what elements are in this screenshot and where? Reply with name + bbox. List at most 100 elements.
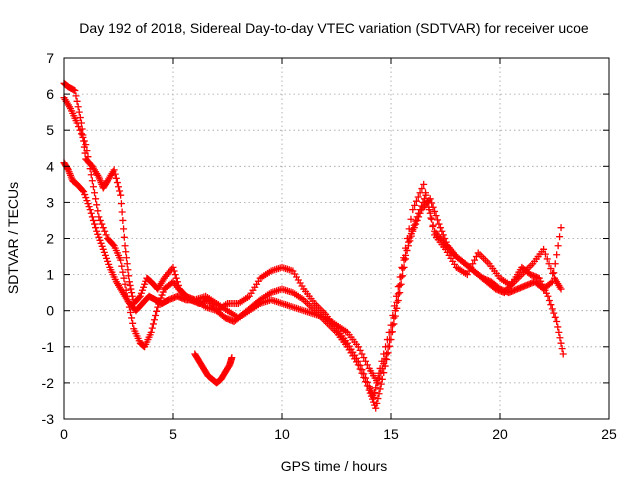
data-point [76,126,84,134]
data-point [87,171,95,179]
data-point [400,256,408,264]
data-point [363,361,371,369]
data-point [170,267,178,275]
data-point [138,286,146,294]
data-point [136,292,144,300]
data-point [95,233,103,241]
data-point [122,254,130,262]
data-point [81,191,89,199]
data-point [121,242,129,250]
data-point [77,130,85,138]
data-point [432,212,440,220]
grid-lines [64,58,609,419]
y-tick-label: 5 [46,122,54,138]
data-point [84,200,92,208]
data-point [171,271,179,279]
data-point [115,183,122,191]
data-point [439,231,447,239]
y-tick-label: 2 [46,231,54,247]
series-trace-c [60,159,565,387]
data-point [551,260,559,268]
data-point [553,251,561,259]
data-point [75,108,83,116]
data-point [551,313,559,321]
data-point [418,185,426,193]
x-tick-label: 25 [601,426,617,442]
data-point [91,189,99,197]
data-point [88,213,96,221]
data-point [85,159,93,167]
y-tick-label: 4 [46,158,54,174]
data-point [429,221,437,229]
data-point [553,318,561,326]
data-point [429,203,437,211]
data-point [400,263,408,271]
data-point [101,251,109,259]
y-axis-label: SDTVAR / TECUs [5,182,21,294]
data-point [547,265,555,273]
data-point [404,242,412,250]
data-point [434,216,442,224]
data-point [554,323,562,331]
data-point [110,166,118,174]
data-point [463,271,471,279]
data-point [152,312,160,320]
data-point [372,404,380,412]
data-point [75,123,83,131]
data-point [543,255,551,263]
data-point [372,384,380,392]
data-points [60,79,567,412]
data-point [557,285,565,293]
data-point [358,369,366,377]
data-point [92,224,100,232]
data-point [125,272,133,280]
data-point [554,242,562,250]
data-point [556,334,564,342]
data-point [442,238,450,246]
data-point [431,207,439,215]
data-point [547,301,555,309]
data-point [120,274,128,282]
data-point [366,389,374,397]
data-point [96,216,104,224]
x-tick-label: 5 [169,426,177,442]
data-point [116,187,124,195]
data-point [85,203,93,211]
data-point [99,245,107,253]
data-point [399,265,407,273]
series-trace-d [191,350,236,387]
data-point [384,349,392,357]
data-point [125,278,133,286]
data-point [228,354,236,362]
data-point [120,225,128,233]
data-point [140,283,148,291]
data-point [367,392,375,400]
y-tick-labels: -3 -2 -1 0 1 2 3 4 5 6 7 [42,50,55,427]
data-point [363,382,371,390]
data-point [412,197,420,205]
axis-ticks [63,57,610,420]
data-point [88,177,96,185]
data-point [73,119,81,127]
data-point [376,385,384,393]
data-point [126,281,134,289]
data-point [399,272,407,280]
data-point [356,365,364,373]
data-point [141,280,149,288]
y-tick-label: -3 [42,411,55,427]
data-point [360,373,368,381]
data-point [412,220,420,228]
data-point [557,339,565,347]
y-tick-label: 1 [46,267,54,283]
data-point [93,227,101,235]
data-point [79,133,87,141]
data-point [384,343,392,351]
y-tick-label: 3 [46,194,54,210]
data-point [128,289,136,297]
data-point [541,250,549,258]
data-point [124,266,132,274]
data-point [471,256,479,264]
data-point [112,174,120,182]
data-point [79,186,87,194]
data-point [411,201,419,209]
